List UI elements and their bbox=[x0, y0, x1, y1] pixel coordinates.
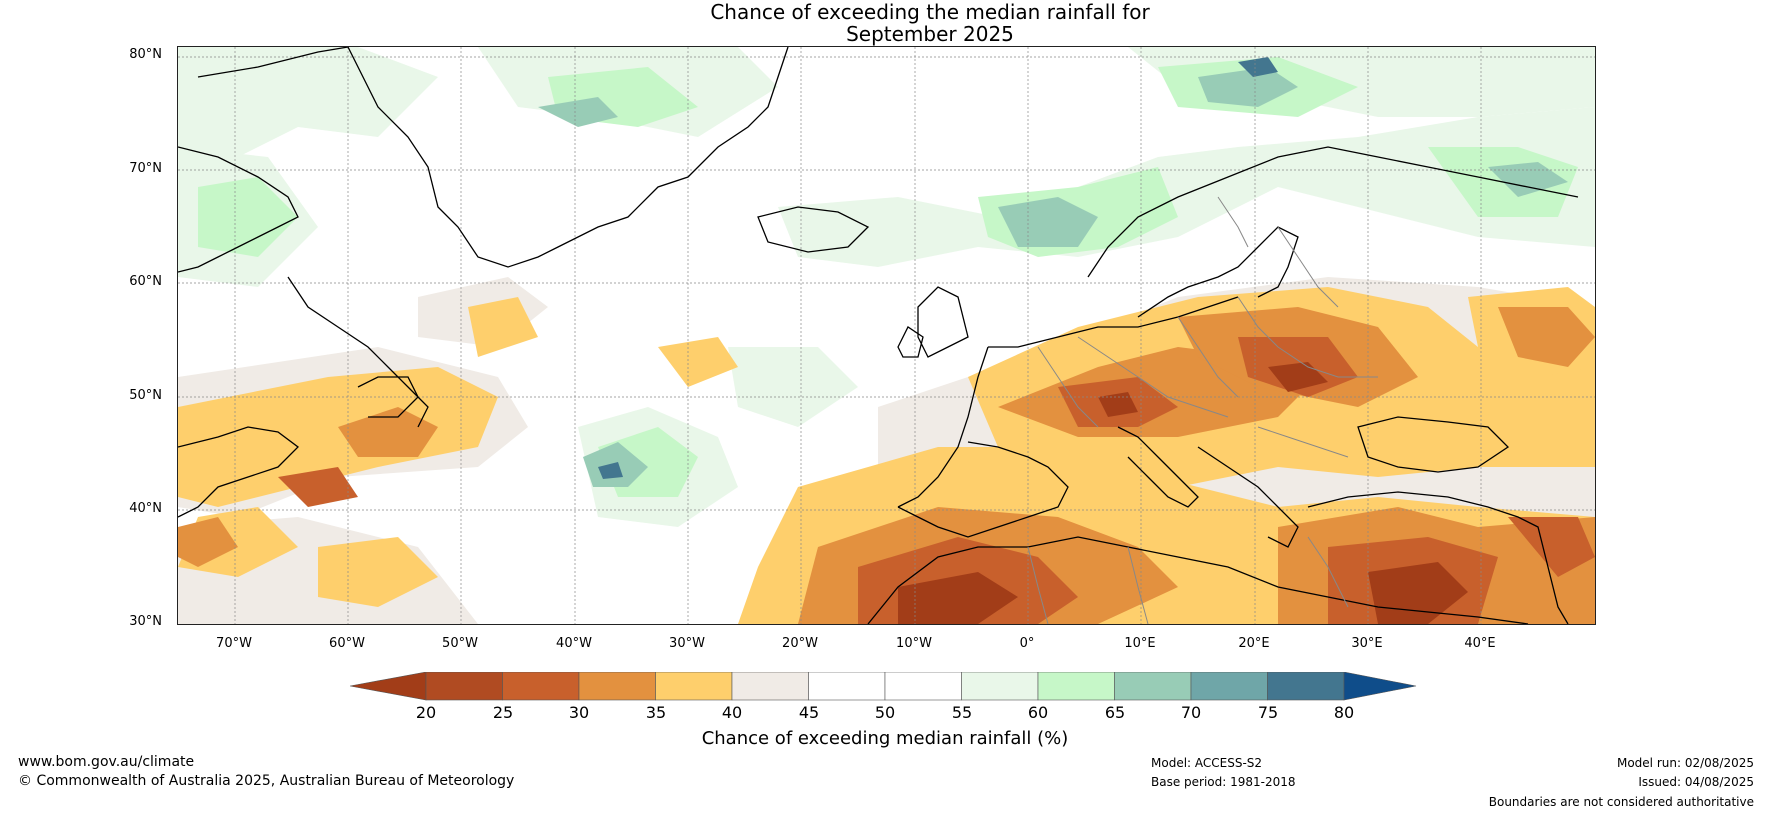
colorbar-bin bbox=[502, 672, 580, 701]
lon-label-30w: 30°W bbox=[669, 636, 705, 651]
colorbar-bin bbox=[1037, 672, 1115, 701]
footer-issued: Issued: 04/08/2025 bbox=[1638, 775, 1754, 789]
lat-label-80n: 80°N bbox=[129, 47, 162, 62]
footer-model: Model: ACCESS-S2 bbox=[1151, 756, 1263, 770]
lat-label-70n: 70°N bbox=[129, 161, 162, 176]
footer-disclaimer: Boundaries are not considered authoritat… bbox=[1488, 795, 1754, 809]
lon-label-40w: 40°W bbox=[556, 636, 592, 651]
colorbar-bin bbox=[578, 672, 656, 701]
footer-copyright: © Commonwealth of Australia 2025, Austra… bbox=[18, 773, 515, 789]
colorbar bbox=[350, 672, 1417, 701]
colorbar-tick-20: 20 bbox=[415, 703, 437, 722]
colorbar-bin bbox=[655, 672, 733, 701]
colorbar-bin bbox=[1114, 672, 1192, 701]
map-title-line1: Chance of exceeding the median rainfall … bbox=[710, 0, 1150, 24]
footer-model-run: Model run: 02/08/2025 bbox=[1616, 756, 1754, 770]
colorbar-tick-70: 70 bbox=[1180, 703, 1202, 722]
lon-label-70w: 70°W bbox=[216, 636, 252, 651]
footer-base-period: Base period: 1981-2018 bbox=[1151, 775, 1296, 789]
lat-label-30n: 30°N bbox=[129, 614, 162, 629]
lat-label-40n: 40°N bbox=[129, 501, 162, 516]
colorbar-tick-40: 40 bbox=[721, 703, 743, 722]
lon-label-40e: 40°E bbox=[1464, 636, 1496, 651]
colorbar-bin bbox=[961, 672, 1039, 701]
rainfall-map bbox=[177, 46, 1596, 625]
colorbar-tick-35: 35 bbox=[645, 703, 667, 722]
colorbar-bin bbox=[1267, 672, 1345, 701]
colorbar-label: Chance of exceeding median rainfall (%) bbox=[701, 728, 1069, 749]
lon-label-20w: 20°W bbox=[782, 636, 818, 651]
colorbar-bin bbox=[1190, 672, 1268, 701]
lon-label-60w: 60°W bbox=[329, 636, 365, 651]
lon-label-10e: 10°E bbox=[1124, 636, 1156, 651]
lon-label-10w: 10°W bbox=[896, 636, 932, 651]
colorbar-tick-45: 45 bbox=[798, 703, 820, 722]
lon-label-30e: 30°E bbox=[1351, 636, 1383, 651]
rainfall-map-canvas bbox=[178, 47, 1595, 624]
colorbar-bin bbox=[884, 672, 962, 701]
lon-label-20e: 20°E bbox=[1238, 636, 1270, 651]
colorbar-tick-55: 55 bbox=[951, 703, 973, 722]
coastlines bbox=[178, 47, 1579, 624]
lon-label-0: 0° bbox=[1019, 636, 1035, 651]
colorbar-tick-50: 50 bbox=[874, 703, 896, 722]
colorbar-tick-30: 30 bbox=[568, 703, 590, 722]
lat-label-50n: 50°N bbox=[129, 388, 162, 403]
country-borders bbox=[1027, 196, 1378, 624]
lat-label-60n: 60°N bbox=[129, 274, 162, 289]
colorbar-tick-75: 75 bbox=[1257, 703, 1279, 722]
lon-label-50w: 50°W bbox=[442, 636, 478, 651]
colorbar-extend-high bbox=[1343, 672, 1417, 701]
colorbar-tick-60: 60 bbox=[1027, 703, 1049, 722]
graticule bbox=[178, 47, 1595, 624]
colorbar-bin bbox=[808, 672, 886, 701]
colorbar-bin bbox=[731, 672, 809, 701]
colorbar-tick-25: 25 bbox=[492, 703, 514, 722]
colorbar-tick-65: 65 bbox=[1104, 703, 1126, 722]
colorbar-tick-80: 80 bbox=[1333, 703, 1355, 722]
colorbar-extend-low bbox=[350, 672, 427, 701]
map-title-line2: September 2025 bbox=[846, 22, 1014, 46]
colorbar-bin bbox=[425, 672, 503, 701]
footer-website: www.bom.gov.au/climate bbox=[18, 754, 195, 770]
